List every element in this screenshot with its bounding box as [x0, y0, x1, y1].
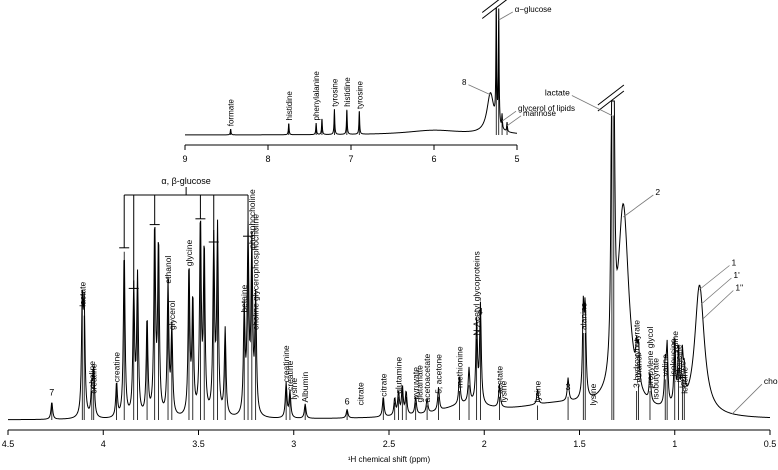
main-callout-line [699, 265, 730, 290]
main-callout-line [701, 277, 732, 305]
inset-tick-label: 6 [431, 154, 436, 164]
main-peak-number: 6 [345, 396, 350, 406]
main-tick-label: 4.5 [2, 439, 15, 449]
main-tick-label: 0.5 [764, 439, 777, 449]
main-peak-label: ethanol [634, 354, 644, 382]
main-peak-label: valine [660, 354, 670, 376]
inset-callout-line [501, 110, 517, 122]
main-peak-number: 3 [566, 382, 571, 392]
main-peak-label: acetate [494, 366, 504, 394]
main-peak-label: choline [87, 361, 97, 388]
main-peak-label: valine [670, 331, 680, 353]
main-peak-label: N-Acetyl glycoproteins [472, 251, 482, 336]
main-peak-label: lysine [498, 380, 508, 402]
main-peak-label: creatine [89, 363, 99, 394]
inset-spectrum-trace [185, 8, 518, 136]
inset-tick-label: 7 [348, 154, 353, 164]
inset-break-mark [481, 0, 500, 13]
main-spectrum-panel: 4.5 4 3.5 3 2.5 2 1.5 1 0.5 ¹H chemical shift (pp… [2, 84, 778, 464]
main-peak-label: propylene glycol [645, 326, 655, 388]
main-tick-label: 1.5 [573, 439, 586, 449]
main-break-mark [597, 90, 625, 112]
main-peak-label: lactate [77, 281, 87, 306]
inset-callout-label: α−glucose [515, 5, 552, 14]
main-tick-label: 1 [672, 439, 677, 449]
main-callout-label: 1 [732, 258, 737, 268]
inset-peak-label: histidine [343, 77, 352, 107]
main-peak-label: betaine [239, 284, 249, 312]
main-spectrum-trace [8, 100, 771, 421]
inset-peak-label: formate [227, 99, 236, 127]
main-peak-label: pyruvate [411, 367, 421, 400]
main-tick-label: 3 [291, 439, 296, 449]
inset-peak-label: phenylalanine [312, 71, 321, 121]
main-peak-label: glutamine [394, 357, 404, 394]
inset-tick-label: 5 [514, 154, 519, 164]
main-peak-label: lysine [289, 378, 299, 400]
inset-peak-label: tyrosine [355, 80, 364, 109]
main-x-axis-label: ¹H chemical shift (ppm) [348, 455, 431, 464]
main-peak-label: 3-hydroxybutyrate [632, 320, 642, 388]
main-callout-label: 2 [655, 187, 660, 197]
main-peak-label: isobutyrate [651, 358, 661, 400]
main-peak-label: leucine [679, 367, 689, 394]
main-peak-label: glycine [184, 239, 194, 266]
main-peak-label: creatinine [281, 345, 291, 382]
main-callout-line [731, 383, 763, 415]
main-tick-label: 2.5 [383, 439, 396, 449]
main-callout-line [571, 95, 613, 116]
main-callout-label: cholesterol [764, 376, 778, 386]
inset-tick-label: 9 [182, 154, 187, 164]
inset-callout-line [506, 115, 522, 127]
main-callout-label: 1' [733, 270, 740, 280]
main-peak-label: citrate [355, 382, 365, 405]
main-peak-label: isoleucine [674, 344, 684, 382]
inset-callout-line [498, 11, 513, 21]
main-peak-label: creatine [285, 360, 295, 391]
inset-break-mark [481, 0, 508, 19]
inset-tick-label: 8 [265, 154, 270, 164]
inset-callout-label: 8 [462, 78, 467, 87]
main-peak-label: lysine [533, 380, 543, 402]
main-callout-label: lactate [545, 88, 570, 98]
main-tick-label: 2 [482, 439, 487, 449]
main-peak-label: citrate [378, 373, 388, 396]
main-peak-label: creatine [112, 352, 122, 383]
inset-callout-label: mannose [523, 109, 556, 118]
main-peak-label: 5, acetone [434, 354, 444, 394]
main-tick-label: 3.5 [192, 439, 205, 449]
inset-spectrum-panel: 9 8 7 6 5 formate histidine phenylalanine tyrosi… [182, 0, 575, 164]
main-peak-label: phosphocholine [247, 189, 257, 249]
main-peak-number: 4 [478, 306, 483, 316]
main-callout-line [703, 290, 734, 319]
main-peak-label: choline [251, 303, 261, 330]
main-peak-label: ethanol [163, 256, 173, 284]
glucose-bracket-label: α, β-glucose [161, 176, 210, 186]
main-tick-label: 4 [101, 439, 106, 449]
main-peak-label: glycerophosphocholine [251, 214, 261, 301]
main-peak-label: lysine [588, 383, 598, 405]
main-callout-label: 1'' [735, 283, 743, 293]
inset-peak-label: tyrosine [330, 78, 339, 107]
inset-peak-label: histidine [285, 91, 294, 121]
inset-callout-label: glycerol of lipids [518, 104, 575, 113]
main-peak-label: methionine [454, 346, 464, 388]
main-break-mark [597, 84, 625, 106]
main-peak-number: 7 [49, 388, 54, 398]
main-peak-label: Albumin [300, 372, 310, 403]
inset-callout-line [468, 84, 491, 96]
main-peak-label: glycerol [167, 301, 177, 330]
main-peak-label: leucine [677, 361, 687, 388]
main-peak-label: isoleucine [668, 338, 678, 376]
main-peak-label: alanine [578, 302, 588, 330]
main-peak-label: glutamate [414, 365, 424, 403]
main-peak-label: acetoacetate [422, 354, 432, 403]
main-callout-line [623, 194, 654, 218]
